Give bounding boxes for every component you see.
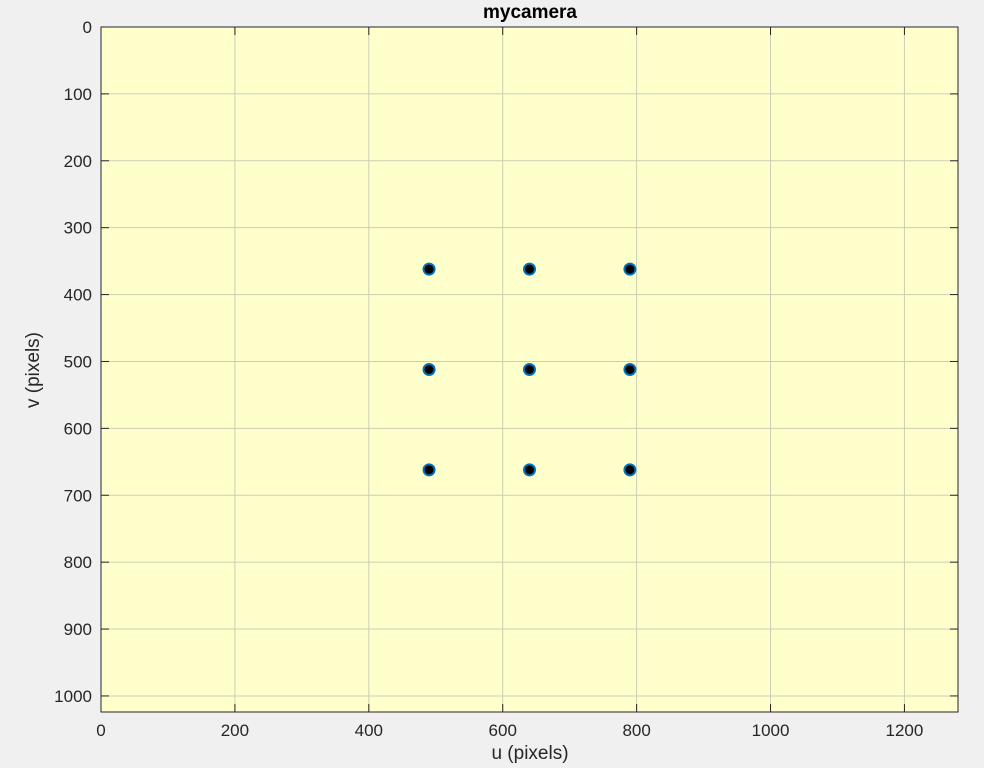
data-point [523, 363, 536, 376]
y-tick-label: 900 [64, 620, 92, 639]
y-tick-label: 400 [64, 286, 92, 305]
y-tick-label: 600 [64, 419, 92, 438]
x-tick-label: 1200 [886, 721, 924, 740]
x-tick-label: 600 [489, 721, 517, 740]
axes-box [100, 26, 959, 713]
data-point [422, 262, 436, 276]
y-tick-label: 800 [64, 553, 92, 572]
ticks: 0 200 400 600 800 1000 1200 0 100 200 300 400 500 600… [54, 18, 958, 740]
y-tick-label: 100 [64, 85, 92, 104]
y-tick-label: 0 [83, 18, 92, 37]
y-tick-label: 700 [64, 486, 92, 505]
x-tick-label: 800 [622, 721, 650, 740]
data-point [523, 262, 536, 276]
chart-title: mycamera [483, 2, 577, 23]
y-tick-label: 200 [64, 152, 92, 171]
data-point [623, 363, 637, 376]
data-point [422, 463, 436, 477]
data-point [523, 463, 536, 477]
y-tick-label: 1000 [54, 687, 92, 706]
x-axis-label: u (pixels) [491, 743, 568, 764]
y-tick-label: 300 [64, 219, 92, 238]
x-tick-label: 200 [221, 721, 249, 740]
y-tick-label: 500 [64, 352, 92, 371]
x-tick-label: 1000 [752, 721, 790, 740]
x-tick-label: 0 [96, 721, 105, 740]
x-tick-label: 400 [355, 721, 383, 740]
data-point [422, 363, 436, 376]
data-series [422, 262, 637, 477]
y-axis-label: v (pixels) [23, 332, 44, 408]
data-point [623, 463, 637, 477]
data-point [623, 262, 637, 276]
